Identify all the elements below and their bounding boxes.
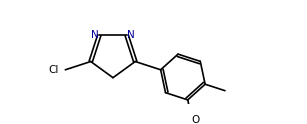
Text: O: O: [191, 115, 200, 124]
Text: Cl: Cl: [48, 65, 59, 75]
Text: N: N: [91, 30, 99, 40]
Text: N: N: [127, 30, 135, 40]
